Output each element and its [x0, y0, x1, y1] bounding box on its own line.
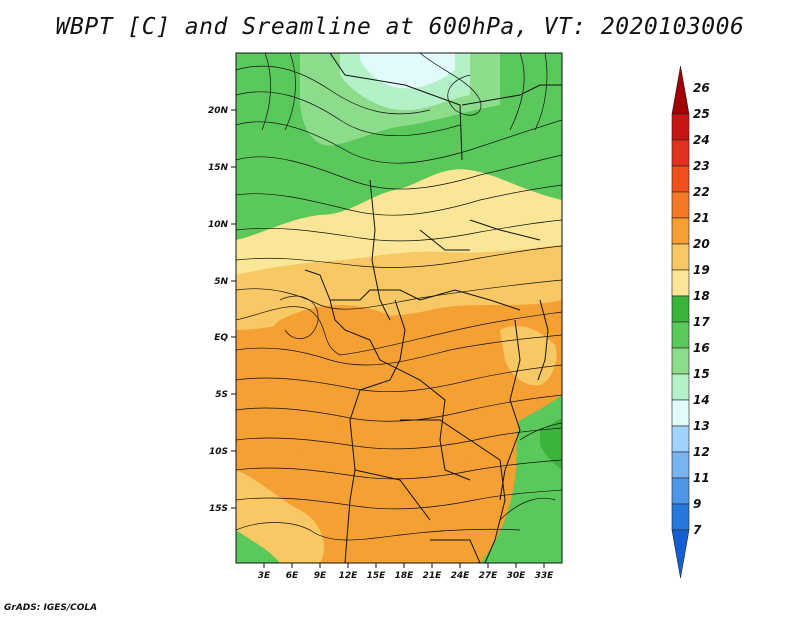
colorbar-label: 15	[693, 367, 710, 381]
colorbar-swatch	[671, 477, 690, 505]
lon-label: 27E	[479, 571, 499, 581]
lat-label: EQ	[214, 333, 228, 343]
lat-label: 15N	[208, 163, 229, 173]
colorbar-swatch	[671, 139, 690, 167]
map-frame	[235, 52, 563, 564]
lon-label: 24E	[451, 571, 471, 581]
lat-label: 10S	[209, 447, 228, 457]
colorbar-label: 7	[693, 523, 702, 537]
lon-label: 12E	[339, 571, 359, 581]
colorbar-label: 23	[693, 159, 710, 173]
lat-label: 5S	[215, 390, 228, 400]
lon-label: 30E	[507, 571, 527, 581]
colorbar-swatch	[671, 451, 690, 479]
colorbar-swatch	[671, 243, 690, 271]
colorbar-label: 21	[693, 211, 710, 225]
colorbar-label: 12	[693, 445, 710, 459]
colorbar-label: 25	[693, 107, 710, 121]
lon-label: 18E	[395, 571, 415, 581]
colorbar-label: 20	[693, 237, 710, 251]
longitude-axis: 3E 6E 9E 12E 15E 18E 21E 24E 27E 30E 33E	[258, 563, 554, 581]
colorbar-swatch	[671, 503, 690, 531]
colorbar-label: 11	[693, 471, 710, 485]
lon-label: 33E	[535, 571, 555, 581]
colorbar-swatch	[671, 425, 690, 453]
colorbar-label: 18	[693, 289, 710, 303]
wbpt-shading	[236, 53, 562, 563]
colorbar-swatch	[671, 165, 690, 193]
colorbar-label: 24	[693, 133, 710, 147]
lat-label: 10N	[208, 220, 229, 230]
colorbar-swatch	[671, 529, 690, 579]
lon-label: 3E	[258, 571, 271, 581]
footer-credit: GrADS: IGES/COLA	[4, 603, 98, 613]
lon-label: 15E	[367, 571, 387, 581]
colorbar-swatch	[671, 191, 690, 219]
colorbar-label: 26	[693, 81, 710, 95]
colorbar-label: 22	[693, 185, 710, 199]
colorbar-swatch	[671, 321, 690, 349]
colorbar-swatch	[671, 347, 690, 375]
lat-label: 20N	[208, 106, 229, 116]
colorbar-swatch	[671, 269, 690, 297]
chart-title: WBPT [C] and Sreamline at 600hPa, VT: 20…	[55, 14, 745, 40]
colorbar-swatch	[671, 217, 690, 245]
country-borders	[304, 53, 562, 563]
colorbar-label: 17	[693, 315, 710, 329]
colorbar-label: 14	[693, 393, 710, 407]
colorbar-swatch	[671, 295, 690, 323]
colorbar-swatch	[671, 373, 690, 401]
lon-label: 6E	[286, 571, 299, 581]
colorbar-label: 13	[693, 419, 710, 433]
streamlines	[236, 53, 562, 541]
colorbar-swatch	[671, 65, 690, 115]
colorbar: 26 25 24 23 22 21 20 19 18 17 16 15 14 13 12 11 9 7	[671, 65, 710, 579]
lat-label: 5N	[214, 277, 228, 287]
latitude-axis: 20N 15N 10N 5N EQ 5S 10S 15S	[208, 106, 236, 514]
lon-label: 21E	[423, 571, 443, 581]
lon-label: 9E	[314, 571, 327, 581]
lat-label: 15S	[209, 504, 228, 514]
colorbar-label: 9	[693, 497, 701, 511]
colorbar-swatch	[671, 113, 690, 141]
colorbar-swatch	[671, 399, 690, 427]
colorbar-label: 19	[693, 263, 710, 277]
colorbar-label: 16	[693, 341, 710, 355]
